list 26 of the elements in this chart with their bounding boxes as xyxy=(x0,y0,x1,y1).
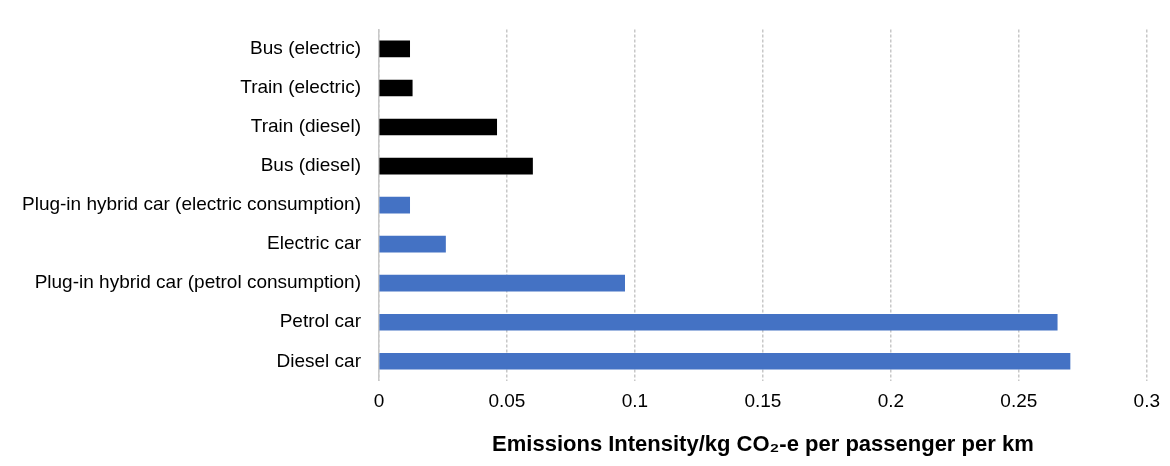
y-tick-label: Petrol car xyxy=(279,310,362,332)
y-tick-label: Train (electric) xyxy=(240,76,361,98)
bar xyxy=(379,40,411,58)
x-tick-label: 0.3 xyxy=(1133,390,1160,412)
x-tick-label: 0.15 xyxy=(744,390,782,412)
y-tick-label: Electric car xyxy=(267,232,362,254)
bar xyxy=(379,79,413,97)
x-tick-label: 0.1 xyxy=(621,390,649,412)
bar xyxy=(379,157,533,175)
bar xyxy=(379,313,1058,331)
y-tick-label: Bus (diesel) xyxy=(260,154,361,176)
x-tick-label: 0.05 xyxy=(488,390,526,412)
x-tick-label: 0.2 xyxy=(877,390,905,412)
bar xyxy=(379,352,1071,370)
bar xyxy=(379,118,498,136)
y-tick-label: Plug-in hybrid car (petrol consumption) xyxy=(34,271,361,293)
bar xyxy=(379,235,446,253)
y-tick-label: Bus (electric) xyxy=(250,37,361,59)
y-tick-label: Diesel car xyxy=(276,349,362,371)
bar xyxy=(379,196,411,214)
x-axis-title: Emissions Intensity/kg CO₂-e per passenger per km xyxy=(492,430,1034,456)
y-tick-label: Plug-in hybrid car (electric consumption) xyxy=(22,193,361,215)
x-tick-label: 0 xyxy=(373,390,385,412)
y-tick-label: Train (diesel) xyxy=(250,115,361,137)
x-tick-label: 0.25 xyxy=(1000,390,1038,412)
bar xyxy=(379,274,625,292)
